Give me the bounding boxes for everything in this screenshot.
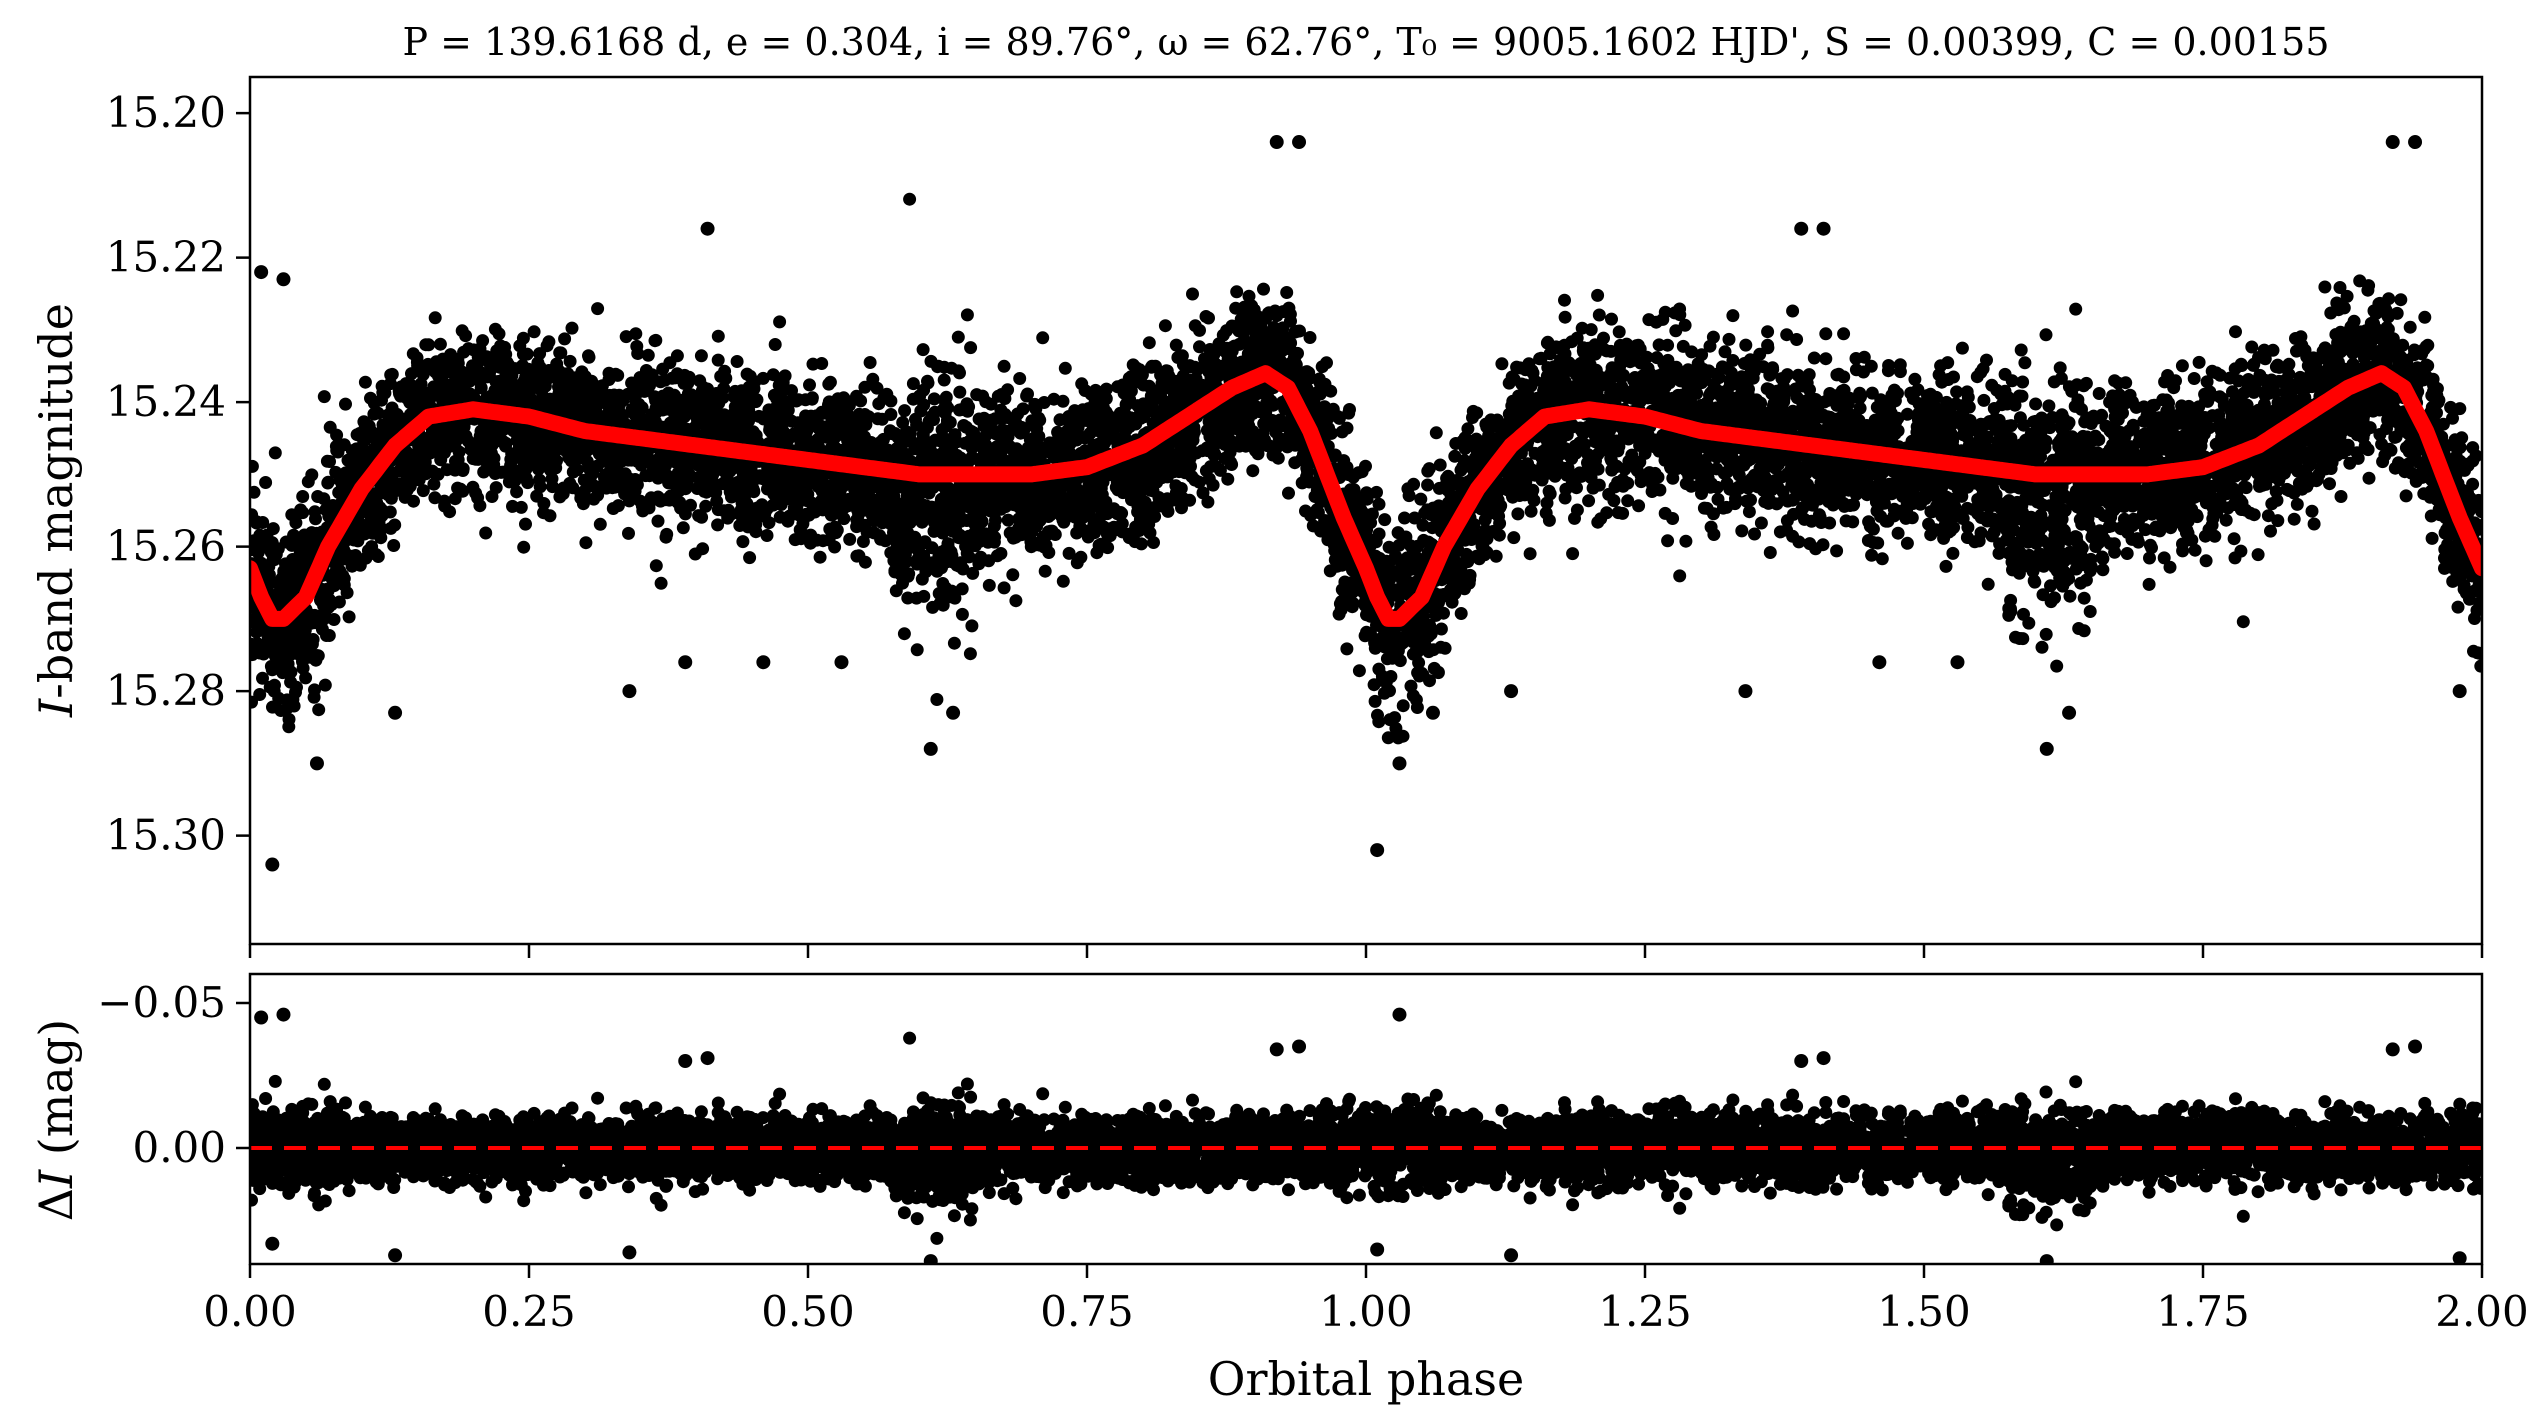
x-tick-label: 0.00 [203,1287,297,1336]
outlier-point [276,272,290,286]
y-tick-label: 15.22 [106,233,226,282]
x-tick-label: 1.25 [1598,1287,1692,1336]
outlier-point [2040,742,2054,756]
outlier-point [756,655,770,669]
outlier-point [1950,655,1964,669]
residual-outlier-point [265,1237,279,1251]
top-x-ticks [250,944,2482,958]
outlier-point [1370,843,1384,857]
y-tick-label: 15.24 [106,377,226,426]
x-tick-label: 2.00 [2435,1287,2529,1336]
outlier-point [834,655,848,669]
outlier-point [701,222,715,236]
outlier-point [254,265,268,279]
residual-outlier-point [1504,1248,1518,1262]
outlier-point [1426,706,1440,720]
x-axis-label: Orbital phase [1208,1352,1524,1406]
residual-outlier-point [701,1051,715,1065]
outlier-point [1817,222,1831,236]
top-y-axis-label: I-band magnitude [29,303,83,718]
x-tick-label: 0.25 [482,1287,576,1336]
residual-outlier-point [2386,1042,2400,1056]
outlier-point [946,706,960,720]
outlier-point [265,858,279,872]
outlier-point [2408,135,2422,149]
outlier-point [310,756,324,770]
residual-outlier-point [2408,1040,2422,1054]
residual-outlier-point [2040,1254,2054,1268]
bottom-panel: −0.05 0.00 0.00 0.25 0.50 0.75 1.00 1.25 1.50 1.… [29,974,2529,1406]
bottom-y-axis: −0.05 0.00 [97,978,250,1172]
chart-title: P = 139.6168 d, e = 0.304, i = 89.76°, ω… [402,20,2329,64]
residual-outlier-point [1794,1054,1808,1068]
top-panel: 15.20 15.22 15.24 15.26 15.28 15.30 I-band ma… [29,77,2488,958]
x-tick-label: 1.75 [2156,1287,2250,1336]
residual-outlier-point [254,1011,268,1025]
y-tick-label: −0.05 [97,978,226,1027]
outlier-point [2062,706,2076,720]
outlier-point [1392,756,1406,770]
y-tick-label: 15.20 [106,88,226,137]
outlier-point [678,655,692,669]
residual-outlier-point [1292,1040,1306,1054]
residual-outlier-point [622,1245,636,1259]
outlier-point [1504,684,1518,698]
residual-outlier-point [1270,1042,1284,1056]
x-tick-label: 0.75 [1040,1287,1134,1336]
outlier-point [1872,655,1886,669]
outlier-point [1270,135,1284,149]
residual-outlier-point [1370,1243,1384,1257]
outlier-point [1738,684,1752,698]
residual-outlier-point [924,1254,938,1268]
residual-outlier-point [276,1008,290,1022]
top-y-axis: 15.20 15.22 15.24 15.26 15.28 15.30 [106,88,250,860]
residual-points [244,1032,2488,1245]
outlier-point [2453,684,2467,698]
x-tick-label: 1.00 [1319,1287,1413,1336]
x-axis: 0.00 0.25 0.50 0.75 1.00 1.25 1.50 1.75 2.00 [203,1264,2529,1336]
y-tick-label: 15.26 [106,522,226,571]
residual-outlier-point [1817,1051,1831,1065]
residual-scatter-cloud [244,1032,2488,1245]
y-tick-label: 0.00 [132,1123,226,1172]
outlier-point [1794,222,1808,236]
outlier-point [622,684,636,698]
outlier-point [924,742,938,756]
y-tick-label: 15.30 [106,811,226,860]
residual-outlier-point [388,1248,402,1262]
residual-outlier-point [678,1054,692,1068]
x-tick-label: 1.50 [1877,1287,1971,1336]
y-tick-label: 15.28 [106,666,226,715]
outlier-point [388,706,402,720]
outlier-point [2386,135,2400,149]
bottom-y-axis-label: ΔI (mag) [29,1019,83,1221]
x-tick-label: 0.50 [761,1287,855,1336]
outlier-point [1292,135,1306,149]
residual-outlier-point [1392,1008,1406,1022]
